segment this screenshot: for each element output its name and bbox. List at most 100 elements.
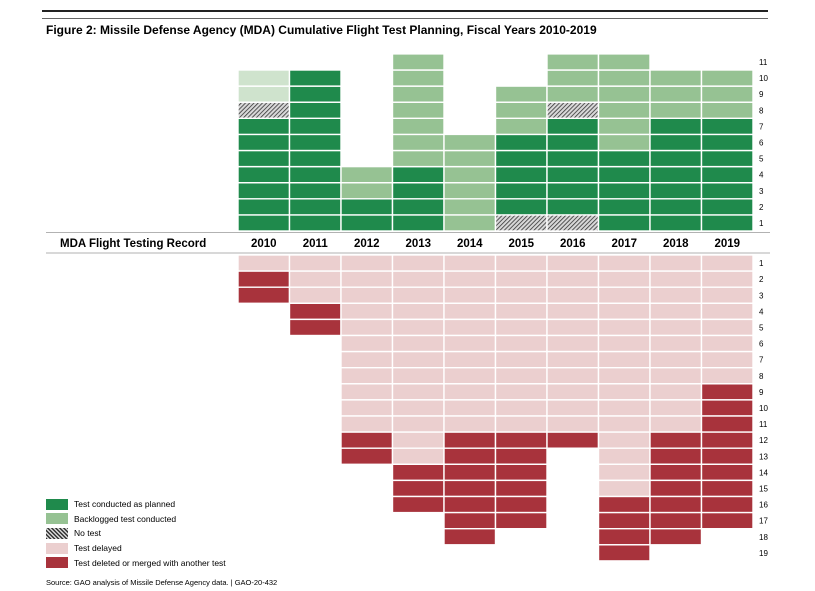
cell-delayed-2016-11 [546,415,600,433]
legend-item-no-test: No test [46,526,226,541]
cell-planned-2019-5 [700,149,754,168]
cell-planned-2012-1 [340,214,394,232]
cell-deleted-2019-13 [700,447,754,466]
bottom-tick-label: 14 [759,468,768,477]
cell-backlogged-2014-1 [443,214,497,232]
cell-delayed-2013-2 [391,270,445,288]
cell-planned-2016-6 [546,133,600,152]
cell-delayed-2019-6 [700,334,754,353]
cell-delayed-2017-15 [597,479,651,498]
cell-backlogged-2013-11 [391,53,445,71]
cell-deleted-2014-15 [443,479,497,498]
planned-outcomes-grid [237,254,754,562]
bottom-tick-label: 6 [759,340,764,349]
cell-delayed-2012-11 [340,415,394,433]
figure-title: Figure 2: Missile Defense Agency (MDA) C… [46,23,597,37]
bottom-tick-label: 8 [759,372,764,381]
cell-deleted-2018-17 [649,511,703,530]
cell-delayed-2015-5 [494,318,548,337]
year-label-2017: 2017 [611,238,637,250]
cell-backlogged-2018-8 [649,101,703,119]
cell-backlogged-2013-5 [391,149,445,168]
cell-deleted-2018-18 [649,528,703,546]
cell-planned-2016-3 [546,181,600,200]
cell-delayed-2015-11 [494,415,548,433]
cell-deleted-2013-14 [391,463,445,482]
cell-delayed-2013-9 [391,383,445,401]
row-tick-labels: 1234567891011123456789101112131415161718… [759,58,768,558]
cell-planned-2019-6 [700,133,754,152]
cell-delayed-2011-2 [288,270,342,288]
cell-planned-2015-3 [494,181,548,200]
cell-delayed-2013-12 [391,431,445,449]
cell-delayed-2012-7 [340,350,394,369]
cell-delayed-2016-5 [546,318,600,337]
legend-item-backlogged: Backlogged test conducted [46,512,226,527]
cell-backlogged-2019-8 [700,101,754,119]
cell-delayed-2019-8 [700,367,754,385]
cell-deleted-2019-9 [700,383,754,401]
cell-backlogged-2016-10 [546,69,600,87]
top-tick-label: 8 [759,106,764,115]
row-label: MDA Flight Testing Record [60,238,206,250]
cell-deleted-2014-18 [443,528,497,546]
cell-deleted-2014-12 [443,431,497,449]
cell-deleted-2015-13 [494,447,548,466]
cell-deleted-2019-15 [700,479,754,498]
cell-deleted-2011-5 [288,318,342,337]
cell-delayed-2014-10 [443,399,497,417]
legend-swatch-backlogged [46,513,68,525]
legend-label: Test delayed [74,543,122,554]
cell-delayed-2015-2 [494,270,548,288]
cell-delayed-2015-1 [494,254,548,272]
cell-delayed-2017-10 [597,399,651,417]
cell-delayed-2015-8 [494,367,548,385]
cell-delayed-2014-9 [443,383,497,401]
cell-deleted-2011-4 [288,302,342,321]
cell-delayed-2012-10 [340,399,394,417]
top-tick-label: 9 [759,90,764,99]
cell-delayed-2017-7 [597,350,651,369]
cell-delayed-2013-6 [391,334,445,353]
cell-backlogged-2015-8 [494,101,548,119]
cell-planned-2010-1 [237,214,291,232]
cell-deleted-2018-16 [649,495,703,514]
cell-delayed-2014-3 [443,286,497,305]
cell-planned-2012-2 [340,198,394,216]
cell-backlogged-2018-9 [649,85,703,103]
cell-backlogged-2018-10 [649,69,703,87]
legend-label: No test [74,528,101,539]
bottom-tick-label: 18 [759,533,768,542]
cell-delayed-2013-4 [391,302,445,321]
cell-delayed-2016-10 [546,399,600,417]
cell-deleted-2010-2 [237,270,291,288]
cell-delayed-2014-6 [443,334,497,353]
cell-delayed-2015-6 [494,334,548,353]
year-label-2010: 2010 [251,238,277,250]
legend-item-deleted: Test deleted or merged with another test [46,555,226,570]
top-tick-label: 2 [759,203,764,212]
cell-delayed-2019-1 [700,254,754,272]
cell-deleted-2012-13 [340,447,394,466]
cell-delayed-2014-11 [443,415,497,433]
cell-delayed-2013-1 [391,254,445,272]
year-label-2016: 2016 [560,238,586,250]
cell-backlogged-light-2010-9 [237,85,291,103]
cell-delayed-2018-11 [649,415,703,433]
legend-label: Backlogged test conducted [74,513,177,524]
cell-planned-2017-3 [597,181,651,200]
cell-planned-2013-2 [391,198,445,216]
cell-planned-2011-7 [288,117,342,136]
year-label-2011: 2011 [303,238,329,250]
cell-planned-2011-10 [288,69,342,87]
bottom-tick-label: 4 [759,307,764,316]
cell-delayed-2011-3 [288,286,342,305]
cell-deleted-2017-16 [597,495,651,514]
cell-backlogged-2014-4 [443,165,497,184]
cell-delayed-2014-2 [443,270,497,288]
cell-delayed-2019-4 [700,302,754,321]
conducted-tests-grid [237,53,754,232]
cell-delayed-2013-10 [391,399,445,417]
year-label-2018: 2018 [663,238,689,250]
cell-backlogged-2016-9 [546,85,600,103]
